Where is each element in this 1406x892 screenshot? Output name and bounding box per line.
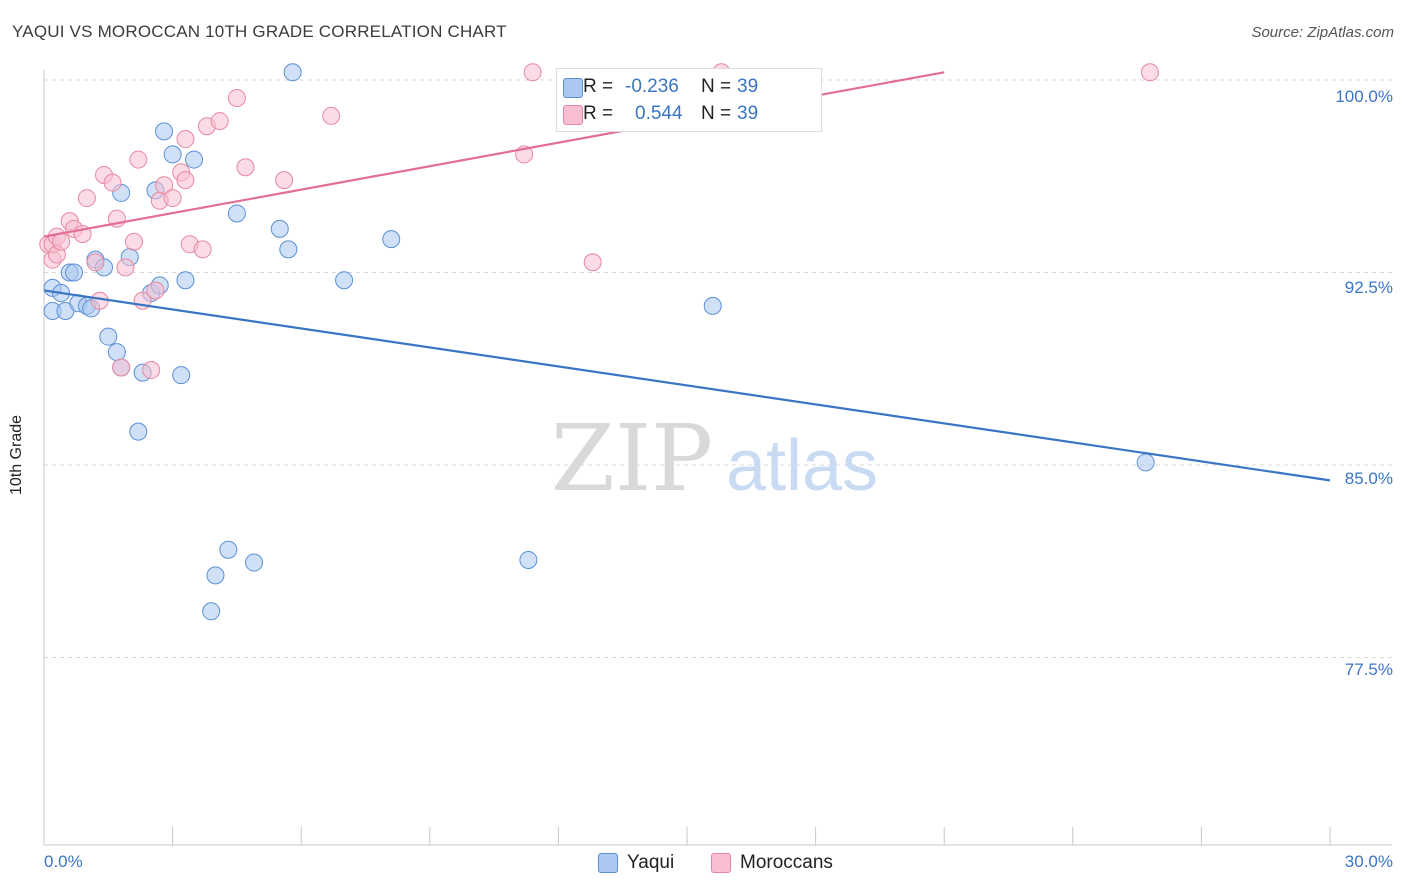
yaqui-point bbox=[245, 553, 264, 572]
yaqui-trend-line bbox=[43, 289, 1331, 482]
moroccans-point bbox=[227, 88, 246, 107]
moroccans-point bbox=[86, 253, 105, 272]
yaqui-legend-label: Yaqui bbox=[627, 852, 675, 873]
yaqui-point bbox=[283, 63, 302, 82]
legend-row-yaqui: R = -0.236 N = 39 bbox=[563, 74, 759, 100]
moroccans-legend-label: Moroccans bbox=[740, 852, 833, 873]
yaqui-point bbox=[99, 327, 118, 346]
moroccans-point bbox=[236, 158, 255, 177]
yaqui-point bbox=[219, 540, 238, 559]
yaqui-point bbox=[335, 271, 354, 290]
yaqui-point bbox=[107, 343, 126, 362]
r-label: R = bbox=[583, 76, 614, 97]
legend-item-moroccans[interactable]: Moroccans bbox=[711, 852, 833, 874]
yaqui-point bbox=[172, 366, 191, 385]
moroccans-point bbox=[523, 63, 542, 82]
yaqui-point bbox=[703, 296, 722, 315]
moroccans-point bbox=[129, 150, 148, 169]
yaqui-point bbox=[270, 219, 289, 238]
watermark-atlas: atlas bbox=[726, 426, 878, 506]
watermark: ZIP atlas bbox=[551, 405, 878, 512]
n-label: N = bbox=[701, 103, 732, 124]
y-tick-92-5: 92.5% bbox=[1344, 278, 1393, 297]
yaqui-point bbox=[202, 602, 221, 621]
r-label: R = bbox=[583, 103, 614, 124]
moroccans-point bbox=[275, 171, 294, 190]
yaqui-point bbox=[155, 122, 174, 141]
yaqui-point bbox=[1136, 453, 1155, 472]
series-legend: Yaqui Moroccans bbox=[0, 852, 1406, 876]
moroccans-point bbox=[52, 232, 71, 251]
watermark-zip: ZIP bbox=[551, 405, 713, 512]
moroccans-point bbox=[103, 173, 122, 192]
y-tick-100: 100.0% bbox=[1335, 87, 1393, 106]
yaqui-point bbox=[519, 550, 538, 569]
x-tick-min: 0.0% bbox=[44, 852, 83, 871]
moroccans-point bbox=[77, 189, 96, 208]
correlation-legend: R = -0.236 N = 39 R = 0.544 N = 39 bbox=[556, 68, 822, 132]
chart-title: YAQUI VS MOROCCAN 10TH GRADE CORRELATION… bbox=[12, 22, 507, 41]
moroccans-legend-swatch bbox=[711, 853, 731, 873]
y-tick-77-5: 77.5% bbox=[1344, 660, 1393, 679]
moroccans-point bbox=[176, 171, 195, 190]
yaqui-point bbox=[65, 263, 84, 282]
moroccans-point bbox=[90, 291, 109, 310]
yaqui-point bbox=[163, 145, 182, 164]
yaqui-point bbox=[129, 422, 148, 441]
y-tick-85: 85.0% bbox=[1344, 469, 1393, 488]
yaqui-swatch bbox=[563, 78, 583, 98]
data-points bbox=[39, 63, 1159, 621]
moroccans-swatch bbox=[563, 105, 583, 125]
x-tick-max: 30.0% bbox=[1344, 852, 1393, 871]
n-label: N = bbox=[701, 76, 732, 97]
moroccans-point bbox=[146, 281, 165, 300]
legend-row-moroccans: R = 0.544 N = 39 bbox=[563, 101, 759, 127]
moroccans-point bbox=[112, 358, 131, 377]
moroccans-point bbox=[125, 232, 144, 251]
yaqui-point bbox=[382, 230, 401, 249]
legend-item-yaqui[interactable]: Yaqui bbox=[598, 852, 674, 874]
moroccans-point bbox=[163, 189, 182, 208]
axes bbox=[43, 70, 1392, 846]
yaqui-point bbox=[227, 204, 246, 223]
moroccans-point bbox=[142, 361, 161, 380]
moroccans-point bbox=[1140, 63, 1159, 82]
moroccans-point bbox=[322, 106, 341, 125]
yaqui-legend-swatch bbox=[598, 853, 618, 873]
moroccans-point bbox=[583, 253, 602, 272]
moroccans-r-value: 0.544 bbox=[635, 103, 683, 124]
moroccans-n-value: 39 bbox=[737, 103, 759, 124]
moroccans-point bbox=[155, 176, 174, 195]
yaqui-point bbox=[185, 150, 204, 169]
yaqui-point bbox=[176, 271, 195, 290]
moroccans-point bbox=[210, 112, 229, 131]
yaqui-point bbox=[279, 240, 298, 259]
yaqui-point bbox=[206, 566, 225, 585]
source-label: Source: ZipAtlas.com bbox=[1251, 24, 1394, 41]
yaqui-n-value: 39 bbox=[737, 76, 759, 97]
moroccans-point bbox=[193, 240, 212, 259]
moroccans-point bbox=[176, 130, 195, 149]
moroccans-point bbox=[116, 258, 135, 277]
yaqui-r-value: -0.236 bbox=[625, 76, 679, 97]
